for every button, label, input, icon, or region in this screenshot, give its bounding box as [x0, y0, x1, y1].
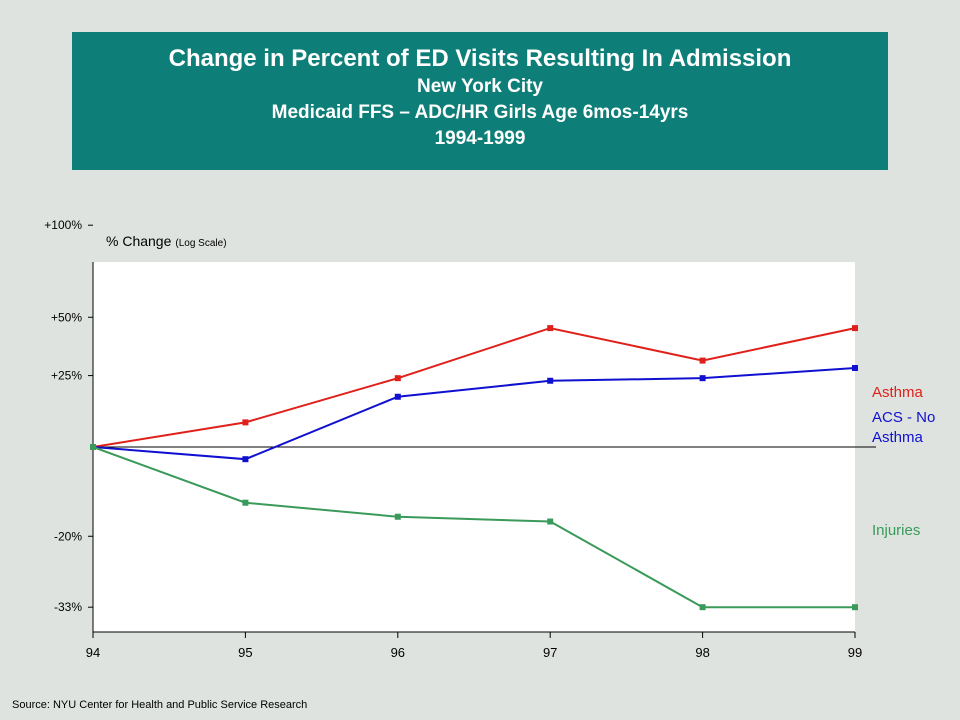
series-line	[92, 367, 856, 461]
data-point	[90, 444, 96, 450]
x-tick-label: 98	[695, 645, 709, 660]
data-point	[242, 456, 249, 463]
data-point	[699, 357, 706, 364]
chart-subtitle-years: 1994-1999	[434, 128, 526, 149]
data-point	[852, 325, 858, 332]
y-tick-label: -33%	[54, 600, 82, 614]
x-tick-label: 96	[391, 645, 405, 660]
data-point	[394, 513, 401, 520]
x-tick-label: 94	[86, 645, 100, 660]
chart-subtitle-population: Medicaid FFS – ADC/HR Girls Age 6mos-14y…	[271, 102, 689, 123]
y-tick-label: -20%	[54, 529, 82, 543]
chart-title: Change in Percent of ED Visits Resulting…	[168, 45, 792, 72]
data-point	[242, 419, 249, 426]
series-label: ACS - No Asthma	[872, 409, 935, 446]
data-point	[699, 375, 706, 382]
series-line	[92, 327, 856, 448]
data-point	[394, 393, 401, 400]
y-tick-label: +100%	[44, 218, 82, 232]
chart-subtitle-city: New York City	[416, 76, 543, 97]
y-tick-label: +25%	[51, 369, 82, 383]
series-layer	[90, 325, 858, 611]
data-point	[547, 518, 554, 525]
y-axis-label: % Change (Log Scale)	[106, 233, 227, 249]
data-point	[547, 377, 554, 384]
data-point	[547, 325, 554, 332]
series-labels: Asthma ACS - No Asthma Injuries	[872, 384, 935, 539]
data-point	[852, 365, 858, 372]
x-tick-label: 99	[848, 645, 862, 660]
source-note: Source: NYU Center for Health and Public…	[12, 699, 308, 711]
y-tick-label: +50%	[51, 310, 82, 324]
data-point	[852, 604, 858, 611]
title-banner: Change in Percent of ED Visits Resulting…	[72, 32, 888, 170]
series-label: Asthma	[872, 384, 924, 401]
data-point	[699, 604, 706, 611]
data-point	[242, 499, 249, 506]
series-label: Injuries	[872, 522, 920, 539]
x-tick-label: 95	[238, 645, 252, 660]
series-line	[92, 446, 855, 609]
axes: +100% +50% +25% -20% -33% -50% 94 95 96 97 98 99	[44, 218, 876, 720]
x-tick-label: 97	[543, 645, 557, 660]
y-tick-label: -50%	[54, 717, 82, 720]
data-point	[394, 375, 401, 382]
